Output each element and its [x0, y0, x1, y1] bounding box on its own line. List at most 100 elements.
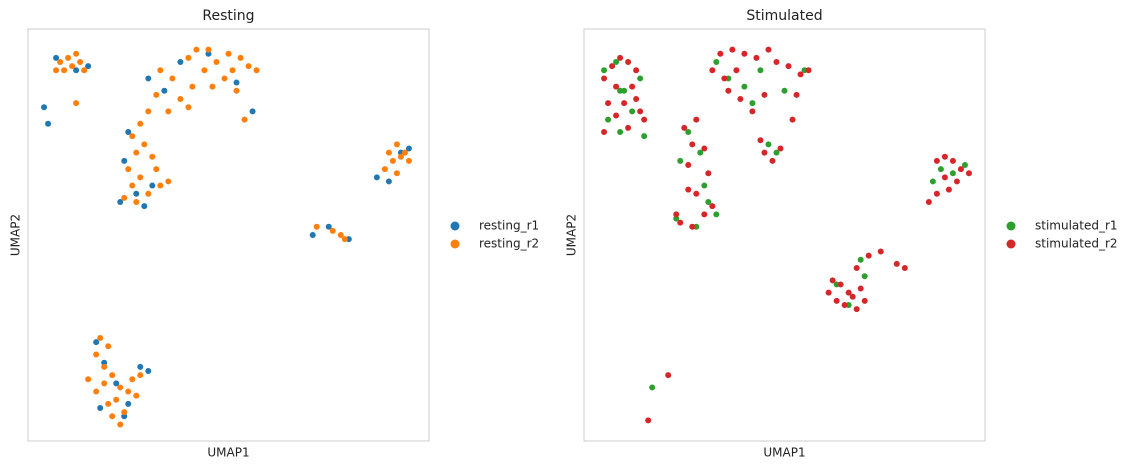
point — [85, 63, 92, 70]
point — [709, 203, 716, 210]
point — [961, 161, 968, 168]
point — [717, 50, 724, 57]
point — [857, 256, 864, 263]
point — [93, 351, 100, 358]
point — [185, 54, 192, 61]
point — [117, 199, 124, 206]
point — [153, 91, 160, 98]
point — [385, 178, 392, 185]
point — [949, 157, 956, 164]
point — [645, 417, 652, 424]
point — [117, 384, 124, 391]
point — [609, 63, 616, 70]
point — [201, 67, 208, 74]
point — [53, 67, 60, 74]
point — [857, 285, 864, 292]
point — [633, 67, 640, 74]
point — [249, 108, 256, 115]
point — [309, 232, 316, 238]
point — [725, 87, 732, 94]
point — [701, 182, 708, 189]
point — [797, 71, 804, 78]
point — [137, 120, 144, 127]
point — [77, 58, 84, 65]
point — [789, 116, 796, 123]
point — [741, 50, 748, 57]
point — [157, 67, 164, 74]
legend-marker — [450, 221, 460, 231]
point — [125, 166, 132, 173]
point — [129, 133, 136, 140]
point — [113, 396, 120, 403]
point — [937, 166, 944, 173]
point — [837, 281, 844, 288]
point — [205, 50, 212, 57]
point — [121, 194, 128, 201]
point — [761, 149, 768, 156]
point — [401, 149, 408, 156]
point — [685, 186, 692, 193]
point — [53, 54, 60, 61]
point — [765, 141, 772, 148]
point — [329, 227, 336, 234]
point — [85, 376, 92, 383]
legend-marker — [1006, 239, 1016, 249]
point — [757, 67, 764, 74]
point — [165, 108, 172, 115]
point — [965, 170, 972, 177]
point — [185, 104, 192, 111]
point — [133, 149, 140, 156]
point — [165, 178, 172, 185]
point — [933, 157, 940, 164]
point — [141, 141, 148, 148]
point — [129, 182, 136, 189]
point — [601, 67, 608, 74]
point — [741, 83, 748, 90]
point — [649, 384, 656, 391]
point — [153, 166, 160, 173]
point — [69, 63, 76, 70]
legend-label: resting_r1 — [479, 219, 539, 233]
point — [233, 79, 240, 86]
point — [225, 50, 232, 57]
point — [769, 157, 776, 164]
point — [205, 46, 212, 53]
point — [617, 87, 624, 94]
point — [209, 83, 216, 90]
point — [137, 363, 144, 370]
point — [109, 372, 116, 379]
point — [861, 273, 868, 280]
y-axis-label: UMAP2 — [565, 214, 579, 256]
plot-frame — [27, 28, 430, 442]
point — [157, 182, 164, 189]
point — [901, 264, 908, 271]
point — [121, 409, 128, 416]
point — [849, 293, 856, 300]
point — [405, 157, 412, 164]
point — [133, 199, 140, 206]
point — [957, 166, 964, 173]
point — [613, 83, 620, 90]
point — [189, 83, 196, 90]
point — [73, 100, 80, 107]
point — [865, 252, 872, 259]
point — [713, 58, 720, 65]
point — [149, 153, 156, 160]
point — [933, 190, 940, 197]
point — [805, 67, 812, 74]
point — [385, 149, 392, 156]
point — [97, 405, 104, 412]
point — [101, 359, 108, 366]
point — [61, 67, 68, 74]
point — [785, 63, 792, 70]
point — [625, 124, 632, 131]
chart-title: Stimulated — [746, 8, 822, 24]
point — [405, 145, 412, 152]
plot-frame — [583, 28, 986, 442]
point — [693, 116, 700, 123]
legend-label: stimulated_r2 — [1035, 237, 1118, 251]
point — [845, 289, 852, 296]
point — [777, 145, 784, 152]
point — [137, 174, 144, 181]
